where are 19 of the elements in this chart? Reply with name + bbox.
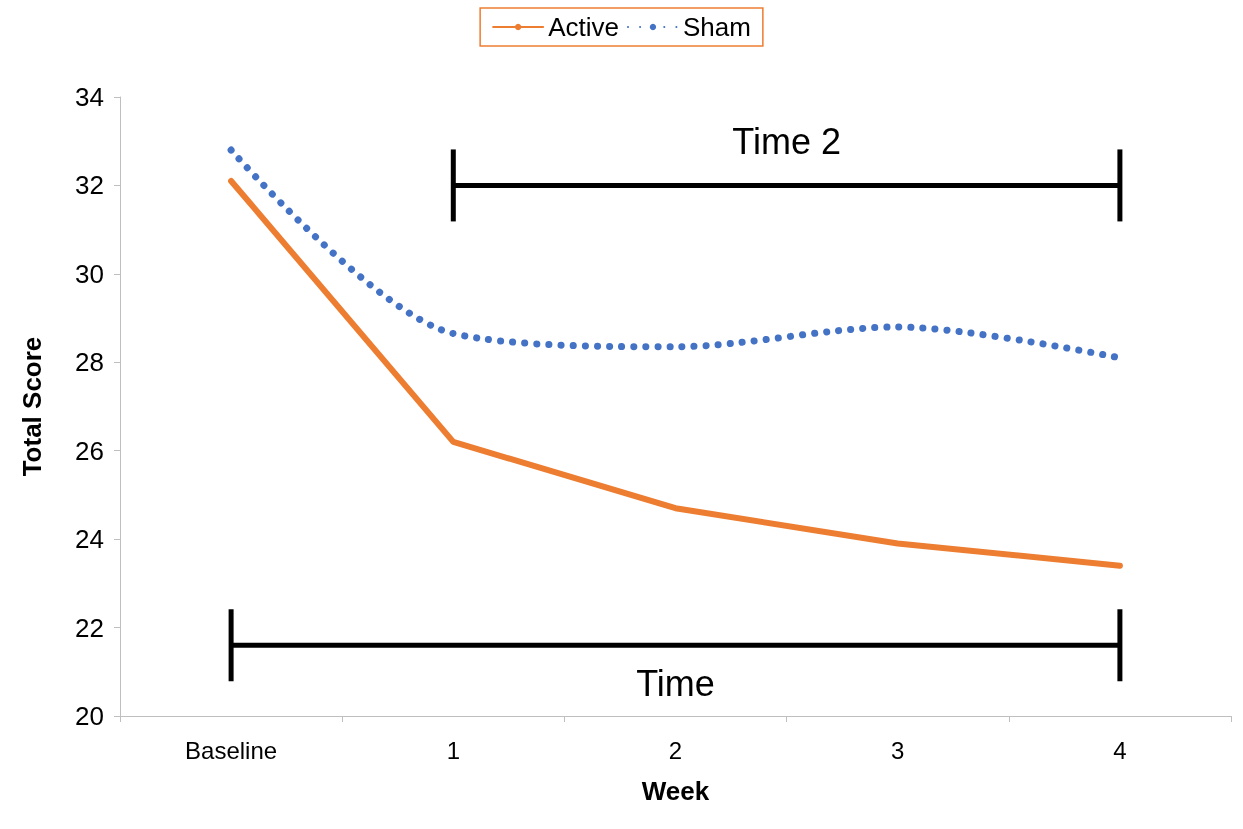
y-tick-label: 22 [75, 612, 104, 643]
y-axis-title: Total Score [17, 336, 47, 477]
y-tick-label: 28 [75, 347, 104, 378]
y-tick-label: 24 [75, 524, 104, 555]
x-axis-title: Week [641, 776, 710, 806]
y-tick-label: 32 [75, 170, 104, 201]
y-tick-label: 26 [75, 435, 104, 466]
annotation: Time [636, 662, 715, 704]
y-tick-label: 20 [75, 701, 104, 731]
x-tick-label: 3 [891, 736, 905, 764]
legend-label: Active [548, 12, 619, 42]
x-tick-label: 1 [446, 736, 460, 764]
y-tick-label: 30 [75, 258, 104, 289]
x-tick-label: Baseline [185, 736, 278, 764]
x-tick-label: 4 [1113, 736, 1127, 764]
y-tick-label: 34 [75, 82, 104, 112]
legend-label: Sham [682, 12, 751, 42]
annotation: Time 2 [732, 120, 841, 162]
x-tick-label: 2 [668, 736, 683, 764]
